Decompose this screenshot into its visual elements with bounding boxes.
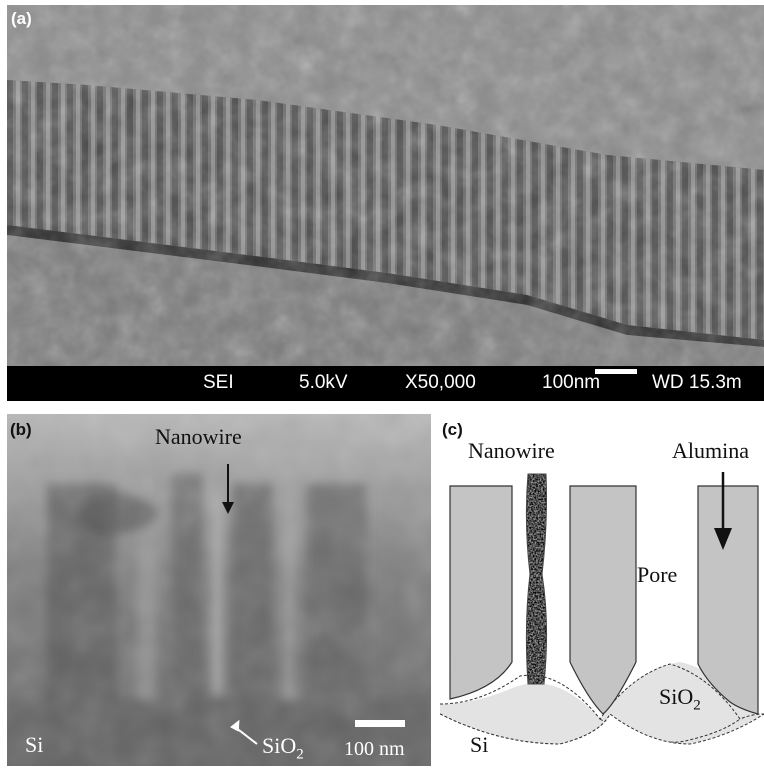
pore-schematic [440, 472, 764, 766]
magnification-text: X50,000 [405, 372, 476, 393]
tem-image-panel-b: (b) Nanowire SiO2 Si 100 nm [7, 414, 431, 766]
panel-a-label: (a) [11, 9, 32, 28]
scale-text: 100nm [542, 372, 601, 393]
scale-bar-b [355, 720, 405, 727]
scale-label-b: 100 nm [344, 738, 405, 760]
schematic-panel-c: (c) Nanowire Alumina Pore SiO2 Si [440, 414, 764, 766]
tem-micrograph-b [7, 414, 431, 766]
sio2-label-b: SiO2 [262, 733, 304, 763]
sio2-layer [440, 662, 764, 766]
working-distance-text: WD 15.3m [652, 372, 742, 393]
panel-c-label: (c) [442, 420, 463, 439]
sem-image-panel-a: (a) SEI 5.0kV X50,000 100nm WD 15.3m [7, 5, 764, 401]
alumina-block-2 [569, 485, 637, 715]
alumina-label: Alumina [672, 438, 749, 463]
nanowire-label-c: Nanowire [468, 438, 555, 463]
sem-micrograph-a [7, 5, 764, 366]
si-label-c: Si [470, 732, 489, 757]
panel-b-label: (b) [10, 420, 32, 439]
alumina-block-3 [697, 485, 759, 715]
voltage-text: 5.0kV [299, 372, 348, 393]
nanowire-label-b: Nanowire [155, 424, 242, 449]
sio2-label-c: SiO2 [659, 684, 701, 714]
si-label-b: Si [25, 732, 44, 757]
detector-text: SEI [203, 372, 234, 393]
pore-label: Pore [637, 562, 678, 587]
alumina-block-1 [449, 485, 513, 700]
nanowire-shape [526, 474, 547, 684]
sem-info-bar: SEI 5.0kV X50,000 100nm WD 15.3m [7, 366, 764, 401]
scale-bar-a [595, 369, 637, 374]
